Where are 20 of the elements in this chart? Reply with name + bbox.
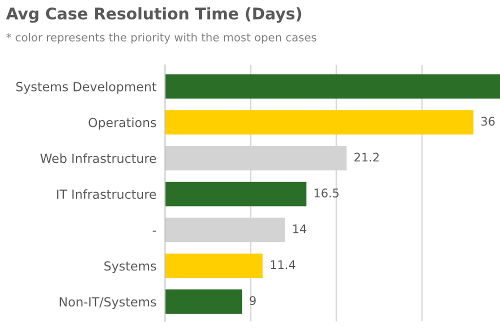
data-label: 14 <box>293 224 306 234</box>
y-tick-label: IT Infrastructure <box>57 189 156 199</box>
data-label: 21.2 <box>354 152 379 162</box>
bar <box>165 254 263 278</box>
data-label: 9 <box>250 296 256 306</box>
y-tick-label: Operations <box>88 118 156 130</box>
y-tick-label: Non-IT/Systems <box>60 297 156 309</box>
bar <box>165 74 500 99</box>
y-tick-label: Web Infrastructure <box>40 153 156 164</box>
bar <box>165 110 474 135</box>
y-tick-label: - <box>152 230 156 232</box>
data-label: 11.4 <box>270 260 296 270</box>
y-tick-label: Systems <box>104 261 156 274</box>
y-tick-label: Systems Development <box>16 82 156 94</box>
chart-title: Avg Case Resolution Time (Days) <box>6 7 302 23</box>
data-label: 16.5 <box>314 188 339 198</box>
bar <box>165 182 306 206</box>
data-label: 36 <box>481 116 495 126</box>
bar <box>165 289 242 314</box>
chart-subtitle: * color represents the priority with the most open cases <box>6 32 316 44</box>
